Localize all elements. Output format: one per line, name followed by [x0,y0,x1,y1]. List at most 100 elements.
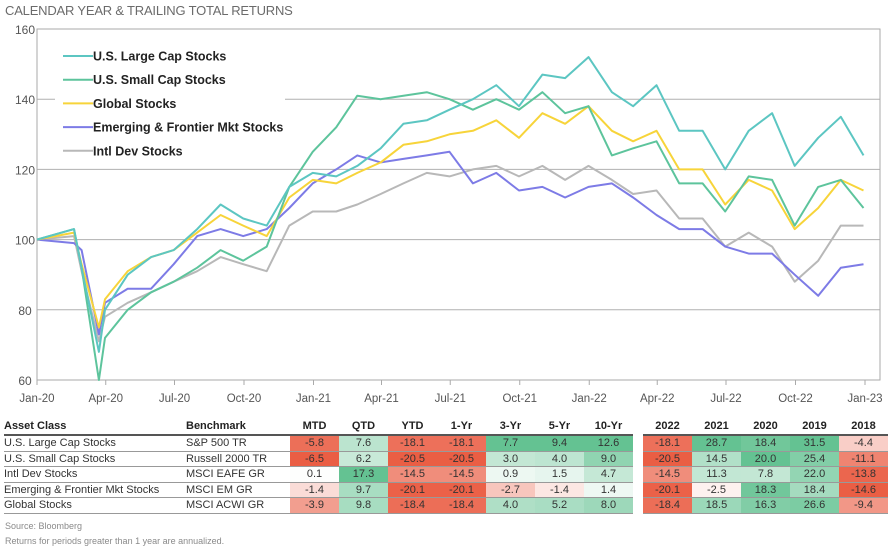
y-tick-label: 60 [18,374,32,388]
return-cell: -18.1 [437,435,486,452]
annualized-note: Returns for periods greater than 1 year … [5,536,225,546]
asset-class-cell: Global Stocks [4,497,186,514]
asset-class-cell: U.S. Small Cap Stocks [4,451,186,467]
return-cell: 18.4 [790,482,839,498]
return-cell: 4.0 [535,451,584,467]
y-tick-label: 100 [15,234,35,248]
return-cell: -1.4 [290,482,339,498]
return-cell: -18.4 [437,497,486,514]
series-line-0 [36,56,865,353]
column-gap [633,435,643,451]
return-cell: -5.8 [290,435,339,452]
return-cell: -18.1 [643,435,692,452]
return-cell: 1.5 [535,466,584,483]
return-cell: 6.2 [339,451,388,467]
column-header: 2018 [839,418,888,436]
x-tick-label: Jul-21 [435,393,466,405]
return-cell: -14.6 [839,482,888,498]
return-cell: 18.4 [741,435,790,452]
return-cell: 20.0 [741,451,790,467]
x-tick-label: Jan-23 [847,393,882,405]
return-cell: -2.7 [486,482,535,498]
return-cell: -20.5 [388,451,437,467]
return-cell: -14.5 [388,466,437,483]
return-cell: 3.0 [486,451,535,467]
return-cell: 9.7 [339,482,388,498]
column-header: 5-Yr [535,418,584,436]
return-cell: 7.7 [486,435,535,452]
source-note: Source: Bloomberg [5,521,83,531]
table-body: U.S. Large Cap Stocks S&P 500 TR -5.8 7.6 -1… [4,435,888,514]
column-header: Asset Class [4,418,186,436]
legend-label: U.S. Small Cap Stocks [93,73,226,87]
legend-label: Emerging & Frontier Mkt Stocks [93,121,283,135]
x-tick-label: Jan-20 [19,393,54,405]
x-tick-label: Apr-22 [640,393,675,405]
return-cell: 1.4 [584,482,633,498]
return-cell: -13.8 [839,466,888,483]
return-cell: 16.3 [741,497,790,514]
return-cell: -20.5 [643,451,692,467]
return-cell: 12.6 [584,435,633,452]
column-header: Benchmark [186,418,290,436]
return-cell: -20.1 [388,482,437,498]
table-row: U.S. Large Cap Stocks S&P 500 TR -5.8 7.6 -1… [4,435,888,452]
column-gap [633,418,643,435]
x-tick-label: Jan-21 [296,393,331,405]
column-header: 1-Yr [437,418,486,436]
x-tick-label: Jan-22 [572,393,607,405]
x-tick-label: Apr-21 [364,393,399,405]
return-cell: 18.5 [692,497,741,514]
benchmark-cell: MSCI EM GR [186,482,290,498]
column-header: 2022 [643,418,692,436]
legend-label: Intl Dev Stocks [93,144,183,158]
x-tick-label: Oct-21 [502,393,537,405]
table-row: U.S. Small Cap Stocks Russell 2000 TR -6.5… [4,451,888,467]
y-tick-label: 80 [18,304,32,318]
series-line-3 [36,150,864,336]
benchmark-cell: Russell 2000 TR [186,451,290,467]
return-cell: -11.1 [839,451,888,467]
return-cell: -18.4 [388,497,437,514]
return-cell: -4.4 [839,435,888,452]
return-cell: -20.1 [643,482,692,498]
legend-background [55,42,285,160]
return-cell: 7.8 [741,466,790,483]
column-header: 2019 [790,418,839,436]
asset-class-cell: Emerging & Frontier Mkt Stocks [4,482,186,498]
asset-class-cell: U.S. Large Cap Stocks [4,435,186,452]
return-cell: 5.2 [535,497,584,514]
x-tick-label: Jul-20 [159,393,190,405]
return-cell: 31.5 [790,435,839,452]
table-row: Global Stocks MSCI ACWI GR -3.9 9.8 -18.4 -18… [4,497,888,514]
return-cell: 18.3 [741,482,790,498]
column-header: 2020 [741,418,790,436]
return-cell: -1.4 [535,482,584,498]
x-tick-label: Jul-22 [710,393,741,405]
asset-class-cell: Intl Dev Stocks [4,466,186,483]
column-gap [633,498,643,514]
return-cell: -9.4 [839,497,888,514]
return-cell: 22.0 [790,466,839,483]
benchmark-cell: MSCI EAFE GR [186,466,290,483]
y-tick-label: 160 [15,23,35,37]
return-cell: 25.4 [790,451,839,467]
benchmark-cell: S&P 500 TR [186,435,290,452]
benchmark-cell: MSCI ACWI GR [186,497,290,514]
return-cell: 14.5 [692,451,741,467]
return-cell: 9.8 [339,497,388,514]
series-line-1 [36,91,865,381]
column-header: MTD [290,418,339,436]
return-cell: -18.1 [388,435,437,452]
return-cell: 17.3 [339,466,388,483]
table-row: Emerging & Frontier Mkt Stocks MSCI EM GR… [4,482,888,498]
chart-title: CALENDAR YEAR & TRAILING TOTAL RETURNS [5,3,293,18]
return-cell: 4.7 [584,466,633,483]
column-gap [633,467,643,483]
return-cell: -2.5 [692,482,741,498]
y-tick-label: 120 [15,163,35,177]
x-tick-label: Oct-20 [227,393,262,405]
plot-frame [36,28,881,381]
legend-label: U.S. Large Cap Stocks [93,50,226,64]
return-cell: -18.4 [643,497,692,514]
